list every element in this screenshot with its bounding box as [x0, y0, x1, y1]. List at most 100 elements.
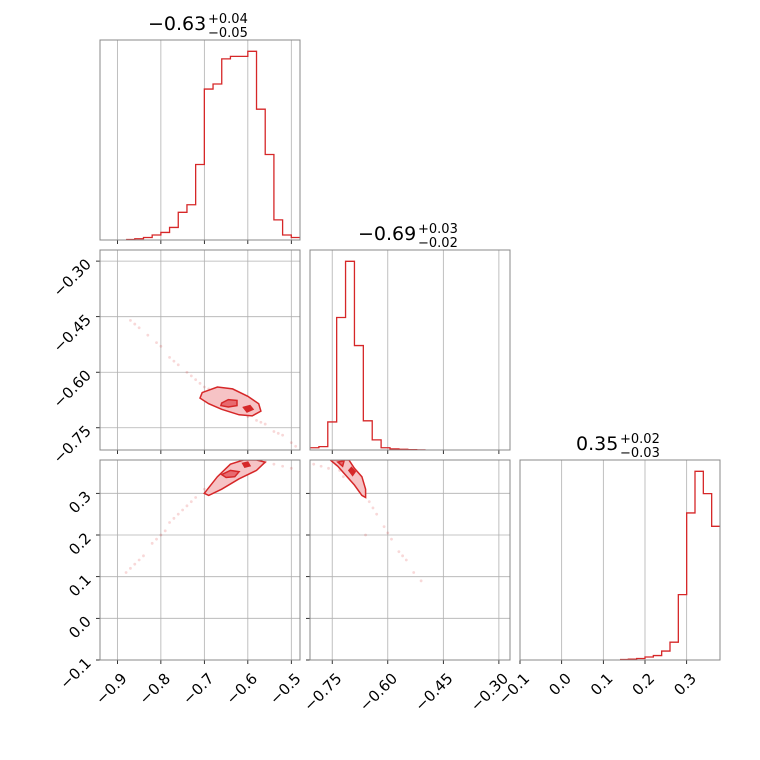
- x-tick-label: −0.45: [411, 670, 456, 715]
- scatter-point: [255, 418, 258, 422]
- panel-frame: [309, 249, 511, 451]
- scatter-point: [276, 431, 280, 435]
- scatter-point: [146, 333, 150, 337]
- density-contour: [347, 466, 357, 477]
- title-p1-sub: −0.05: [208, 26, 248, 41]
- x-tick-label: −0.60: [356, 670, 401, 715]
- scatter-point: [168, 521, 171, 524]
- panel-hist-p3: −0.1 0.0 0.1 0.2 0.3: [495, 459, 721, 708]
- scatter-point: [129, 566, 132, 570]
- scatter-point: [155, 341, 158, 344]
- density-contour: [336, 460, 346, 468]
- scatter-point: [181, 508, 185, 512]
- x-tick-label: 0.1: [587, 670, 617, 700]
- scatter-point: [341, 475, 345, 479]
- x-tick-label: −0.5: [266, 670, 304, 708]
- scatter-point: [401, 554, 404, 558]
- scatter-point: [137, 558, 141, 562]
- y-tick-label: 0.2: [65, 529, 95, 559]
- scatter-point: [289, 466, 293, 470]
- density-contour: [329, 460, 367, 499]
- scatter-point: [272, 430, 276, 433]
- density-contour: [242, 404, 255, 413]
- scatter-point: [371, 506, 375, 510]
- panel-frame: [519, 459, 721, 661]
- scatter-point: [327, 466, 330, 470]
- panel-scatter-p1-p3: −0.9 −0.8 −0.7 −0.6 −0.5 −0.1 0.0 0.1 0.2 0.3: [56, 459, 305, 708]
- x-tick-label: −0.9: [92, 670, 130, 708]
- panel-frame: [99, 249, 301, 451]
- title-p3-sub: −0.03: [620, 446, 660, 461]
- histogram-step-line: [620, 470, 720, 660]
- scatter-point: [168, 356, 171, 359]
- scatter-point: [189, 374, 193, 378]
- scatter-point: [419, 579, 423, 583]
- title-p2-sup: +0.03: [418, 222, 458, 237]
- y-tick-label: −0.45: [50, 311, 95, 356]
- density-contour: [220, 469, 241, 479]
- y-tick-label: −0.30: [50, 255, 95, 300]
- scatter-point: [281, 433, 285, 437]
- density-contour: [241, 461, 252, 468]
- scatter-point: [172, 516, 176, 520]
- scatter-point: [185, 370, 189, 374]
- title-p3-sup: +0.02: [620, 432, 660, 447]
- scatter-point: [382, 525, 386, 529]
- scatter-point: [397, 550, 401, 554]
- y-tick-label: −0.75: [50, 422, 95, 467]
- y-tick-label: 0.3: [65, 487, 95, 517]
- scatter-point: [412, 571, 416, 574]
- title-p2-sub: −0.02: [418, 236, 458, 251]
- title-p2-value: −0.69: [358, 223, 416, 245]
- panel-scatter-p2-p3: −0.75 −0.60 −0.45 −0.30: [300, 459, 512, 715]
- panel-frame: [99, 459, 301, 661]
- y-tick-label: −0.1: [56, 654, 94, 692]
- y-tick-label: 0.1: [65, 571, 95, 601]
- panel-hist-p2: [309, 249, 511, 454]
- scatter-point: [202, 487, 206, 491]
- scatter-point: [319, 464, 323, 468]
- scatter-point: [163, 529, 167, 533]
- scatter-point: [375, 512, 379, 516]
- scatter-point: [150, 541, 154, 545]
- title-p1: −0.63 +0.04 −0.05: [148, 12, 248, 41]
- scatter-point: [172, 359, 176, 363]
- scatter-point: [294, 444, 298, 448]
- histogram-step-line: [310, 260, 426, 450]
- scatter-point: [194, 496, 198, 499]
- panel-frame: [309, 459, 511, 661]
- scatter-point: [176, 363, 180, 367]
- title-p1-value: −0.63: [148, 13, 206, 35]
- panel-hist-p1: [99, 39, 301, 244]
- scatter-point: [364, 533, 367, 537]
- scatter-point: [142, 554, 145, 558]
- scatter-point: [289, 441, 293, 444]
- density-contour: [203, 460, 267, 497]
- scatter-point: [185, 504, 189, 508]
- x-tick-label: −0.7: [179, 670, 217, 708]
- panel-frame: [99, 39, 301, 241]
- scatter-point: [198, 381, 202, 385]
- title-p3: 0.35 +0.02 −0.03: [576, 432, 660, 461]
- scatter-content: [129, 318, 298, 448]
- panel-scatter-p1-p2: −0.75 −0.60 −0.45 −0.30: [50, 249, 301, 467]
- scatter-point: [263, 422, 267, 426]
- x-tick-label: −0.8: [136, 670, 174, 708]
- scatter-point: [281, 464, 285, 468]
- scatter-content: [312, 460, 423, 583]
- title-p1-sup: +0.04: [208, 12, 248, 27]
- scatter-point: [202, 385, 206, 389]
- scatter-point: [159, 344, 163, 348]
- scatter-point: [272, 462, 276, 466]
- title-p2: −0.69 +0.03 −0.02: [358, 222, 458, 251]
- scatter-point: [189, 500, 193, 504]
- histogram-step-line: [126, 50, 300, 240]
- title-p3-value: 0.35: [576, 433, 618, 455]
- scatter-point: [312, 462, 316, 466]
- scatter-point: [390, 537, 393, 541]
- scatter-point: [176, 512, 180, 516]
- scatter-point: [133, 322, 137, 326]
- x-tick-label: 0.2: [629, 670, 659, 700]
- scatter-point: [137, 326, 141, 330]
